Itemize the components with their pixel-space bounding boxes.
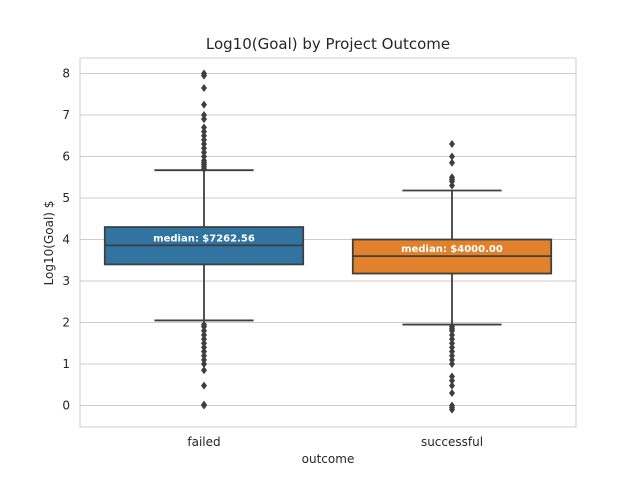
y-tick-label: 0 (62, 399, 70, 413)
outlier-point (449, 360, 455, 368)
outlier-point (201, 322, 207, 331)
y-tick-label: 8 (62, 67, 70, 81)
chart-title: Log10(Goal) by Project Outcome (206, 35, 450, 53)
outlier-point (201, 351, 207, 360)
outlier-point (449, 330, 455, 339)
median-label: median: $7262.56 (153, 233, 255, 244)
y-tick-label: 4 (62, 233, 70, 247)
x-tick-label: successful (421, 435, 483, 449)
outlier-point (201, 152, 207, 161)
outlier-point (201, 140, 207, 149)
outlier-point (201, 144, 207, 153)
outlier-point (449, 355, 455, 364)
x-tick-label: failed (187, 435, 220, 449)
outlier-point (201, 347, 207, 356)
outlier-point (449, 351, 455, 360)
outlier-point (449, 347, 455, 356)
y-tick-labels: 0 1 2 3 4 5 6 7 8 (62, 67, 70, 413)
x-tick-labels: failed successful (187, 435, 483, 449)
x-axis-label: outcome (302, 452, 355, 466)
outlier-point (201, 335, 207, 344)
plot-frame (79, 57, 577, 428)
outlier-point (449, 181, 455, 190)
y-axis-label: Log10(Goal) $ (42, 201, 56, 286)
outlier-point (201, 339, 207, 348)
outlier-point (449, 158, 455, 167)
y-tick-label: 3 (62, 274, 70, 288)
outlier-point (201, 343, 207, 352)
y-tick-label: 1 (62, 357, 70, 371)
outlier-point (449, 372, 455, 381)
outlier-point (201, 366, 207, 375)
outlier-point (449, 339, 455, 348)
outlier-point (449, 389, 455, 398)
outlier-point (201, 330, 207, 339)
outlier-point (201, 115, 207, 124)
y-tick-label: 5 (62, 191, 70, 205)
outlier-point (201, 135, 207, 144)
outlier-point (449, 381, 455, 390)
outlier-point (201, 127, 207, 136)
outlier-point (449, 140, 455, 149)
outlier-point (201, 123, 207, 132)
outlier-point (201, 148, 207, 157)
outlier-point (201, 401, 207, 410)
outlier-point (201, 381, 207, 390)
y-tick-label: 2 (62, 316, 70, 330)
outlier-point (201, 84, 207, 93)
y-tick-label: 7 (62, 108, 70, 122)
outlier-point (201, 326, 207, 335)
outlier-point (449, 326, 455, 335)
outlier-point (201, 100, 207, 109)
outlier-point (449, 376, 455, 385)
box-failed: median: $7262.56 (103, 69, 305, 410)
outlier-point (201, 71, 207, 80)
outlier-point (449, 177, 455, 186)
median-label: median: $4000.00 (401, 244, 503, 255)
outlier-point (449, 405, 455, 414)
outlier-point (449, 152, 455, 161)
outlier-point (449, 343, 455, 352)
outlier-point (201, 355, 207, 364)
outlier-point (201, 111, 207, 119)
y-tick-label: 6 (62, 150, 70, 164)
outlier-point (449, 335, 455, 344)
boxes-layer: median: $7262.56 median: $4000.00 (103, 69, 553, 414)
outlier-point (201, 131, 207, 140)
outlier-point (201, 360, 207, 368)
box-successful: median: $4000.00 (351, 140, 553, 414)
outlier-point (201, 164, 207, 173)
